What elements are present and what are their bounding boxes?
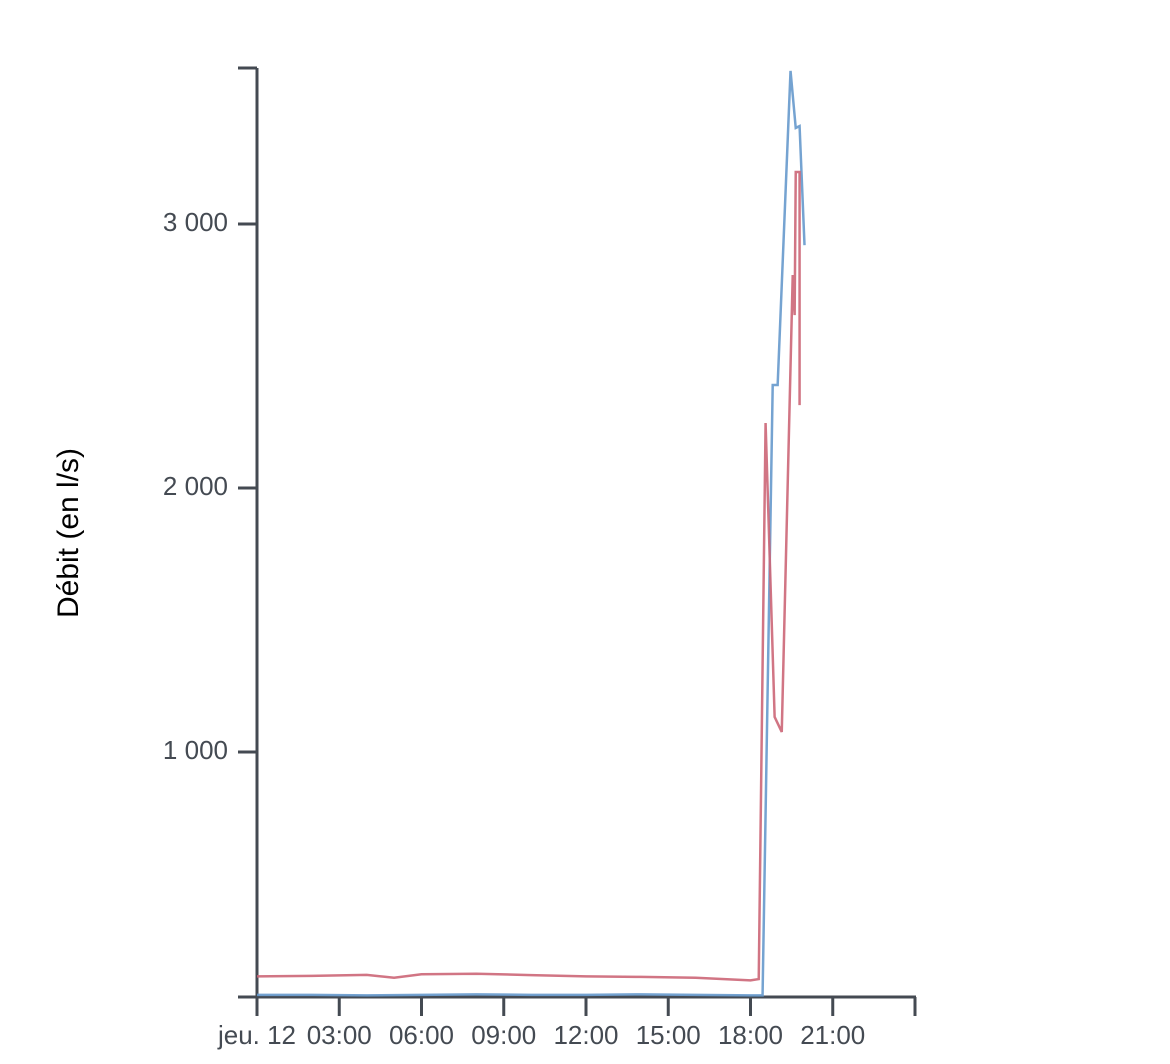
x-tick-label: 12:00 <box>553 1020 618 1050</box>
y-tick-label: 3 000 <box>163 207 228 237</box>
y-tick-label: 2 000 <box>163 471 228 501</box>
x-tick-label: 03:00 <box>307 1020 372 1050</box>
x-tick-label: 18:00 <box>718 1020 783 1050</box>
y-axis-label: Débit (en l/s) <box>52 448 85 618</box>
x-tick-label: 06:00 <box>389 1020 454 1050</box>
x-tick-label: 15:00 <box>636 1020 701 1050</box>
series-line <box>256 170 801 982</box>
x-tick-label: jeu. 12 <box>217 1020 296 1050</box>
x-tick-label: 09:00 <box>471 1020 536 1050</box>
x-tick-label: 21:00 <box>800 1020 865 1050</box>
series-line <box>257 70 806 997</box>
y-tick-label: 1 000 <box>163 735 228 765</box>
